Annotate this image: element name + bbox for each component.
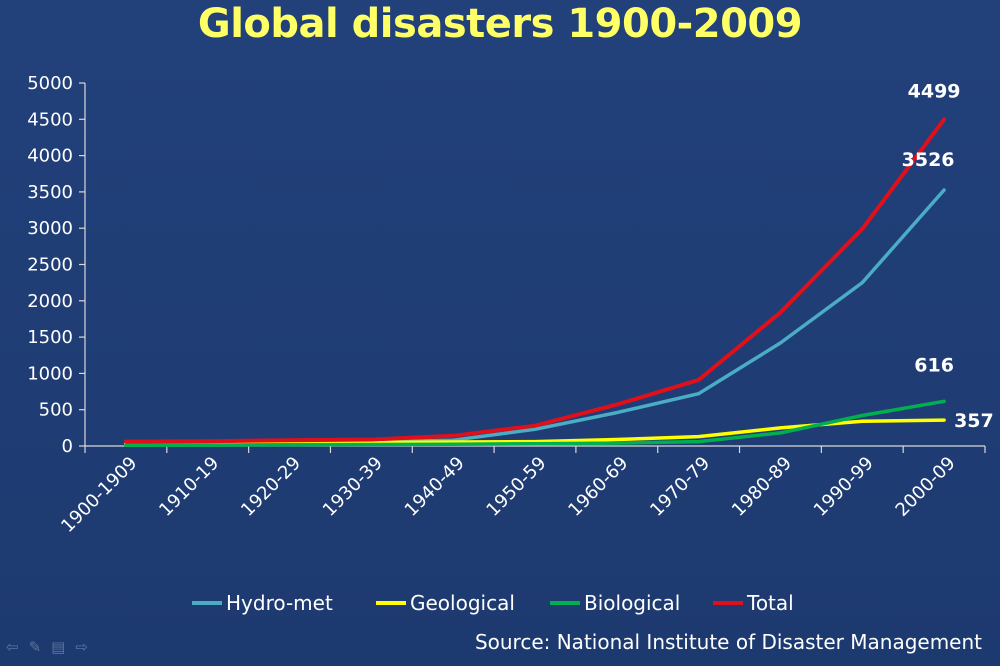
y-tick-label: 5000 [27, 73, 73, 94]
legend: Hydro-met Geological Biological Total [192, 591, 794, 615]
x-tick-label: 1940-49 [401, 453, 469, 521]
data-labels: 4499 3526 616 357 [902, 80, 994, 432]
y-tick-label: 0 [62, 436, 73, 457]
legend-label: Total [746, 591, 794, 615]
x-tick-label: 1920-29 [237, 453, 305, 521]
source-note: Source: National Institute of Disaster M… [474, 630, 982, 654]
series-line-biological [124, 399, 946, 448]
y-tick-label: 1000 [27, 363, 73, 384]
x-tick-label: 1930-39 [319, 453, 387, 521]
y-tick-label: 4500 [27, 109, 73, 130]
y-tick-label: 4000 [27, 146, 73, 167]
y-tick-label: 2000 [27, 291, 73, 312]
y-tick-label: 500 [39, 400, 73, 421]
legend-label: Biological [584, 591, 680, 615]
slide-nav: ⇦ ✎ ▤ ⇨ [6, 638, 88, 656]
y-tick-label: 2500 [27, 255, 73, 276]
x-tick-label: 1950-59 [482, 453, 550, 521]
y-tick-label: 3000 [27, 218, 73, 239]
data-label: 357 [954, 410, 994, 432]
series-line-hydro-met [124, 188, 946, 446]
chart-title: Global disasters 1900-2009 [197, 1, 803, 47]
legend-label: Hydro-met [226, 591, 333, 615]
x-tick-label: 1960-69 [564, 453, 632, 521]
y-axis: 0 500 1000 1500 2000 2500 3000 3500 4000 4500 5000 [27, 73, 86, 457]
data-label: 3526 [902, 149, 955, 171]
back-arrow-icon[interactable]: ⇦ [6, 638, 19, 656]
slides-icon[interactable]: ▤ [51, 638, 66, 656]
legend-label: Geological [410, 591, 515, 615]
data-label: 616 [914, 354, 954, 376]
series-line-total [123, 117, 947, 444]
x-tick-label: 1980-89 [728, 453, 796, 521]
pen-icon[interactable]: ✎ [28, 638, 42, 656]
data-label: 4499 [908, 80, 961, 102]
x-tick-label: 1900-1909 [57, 453, 141, 537]
x-tick-label: 1990-99 [810, 453, 878, 521]
x-tick-label: 1970-79 [646, 453, 714, 521]
x-tick-label: 1910-19 [155, 453, 223, 521]
x-axis: 1900-1909 1910-19 1920-29 1930-39 1940-49 195… [57, 445, 986, 537]
forward-arrow-icon[interactable]: ⇨ [75, 638, 88, 656]
x-tick-label: 2000-09 [892, 453, 960, 521]
y-tick-label: 3500 [27, 182, 73, 203]
series-layer [123, 117, 947, 448]
y-tick-label: 1500 [27, 327, 73, 348]
